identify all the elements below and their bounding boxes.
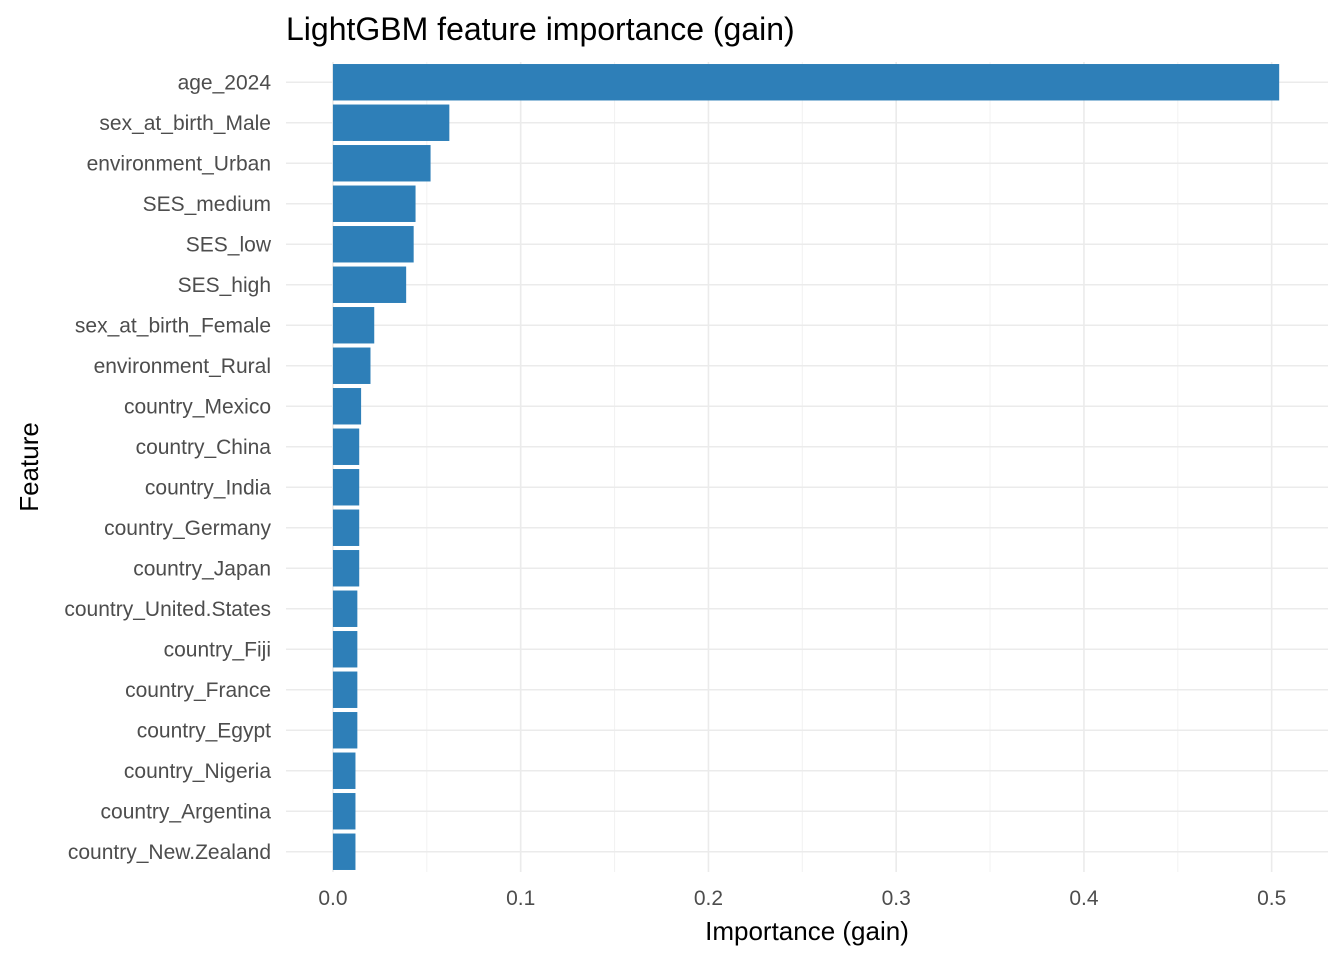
- y-tick-labels: age_2024 sex_at_birth_Male environment_Urb…: [64, 71, 271, 864]
- grid-lines: [286, 62, 1328, 872]
- y-tick-label: environment_Rural: [94, 355, 271, 378]
- bar: [332, 590, 358, 627]
- x-tick-label: 0.1: [506, 887, 535, 910]
- bar: [332, 104, 450, 141]
- bar: [332, 833, 356, 870]
- x-tick-label: 0.2: [694, 887, 723, 910]
- x-tick-label: 0.5: [1257, 887, 1286, 910]
- y-axis-title: Feature: [14, 422, 44, 512]
- bar: [332, 145, 431, 182]
- bar: [332, 712, 358, 749]
- y-tick-label: country_United.States: [64, 598, 271, 621]
- bar: [332, 469, 360, 506]
- y-tick-label: country_Argentina: [101, 800, 272, 823]
- y-tick-label: sex_at_birth_Female: [75, 314, 271, 337]
- bar: [332, 671, 358, 708]
- bar: [332, 266, 407, 303]
- bar: [332, 185, 416, 222]
- y-tick-label: country_China: [136, 436, 272, 459]
- y-tick-label: SES_high: [178, 274, 271, 297]
- bar: [332, 226, 414, 263]
- y-tick-label: environment_Urban: [87, 152, 271, 175]
- bar: [332, 307, 375, 344]
- x-tick-labels: 0.0 0.1 0.2 0.3 0.4 0.5: [318, 887, 1286, 910]
- bar: [332, 752, 356, 789]
- y-tick-label: country_Japan: [133, 557, 271, 580]
- y-tick-label: country_Mexico: [124, 395, 271, 418]
- x-tick-label: 0.4: [1069, 887, 1099, 910]
- y-tick-label: country_New.Zealand: [68, 841, 271, 864]
- bar: [332, 428, 360, 465]
- y-tick-label: sex_at_birth_Male: [99, 112, 271, 135]
- y-tick-label: country_India: [145, 476, 271, 499]
- y-tick-label: country_Germany: [104, 517, 271, 540]
- y-tick-label: country_Nigeria: [124, 760, 271, 783]
- y-tick-label: country_France: [125, 679, 271, 702]
- y-tick-label: age_2024: [178, 71, 272, 94]
- y-tick-label: SES_low: [186, 233, 272, 256]
- x-tick-label: 0.0: [318, 887, 347, 910]
- bar: [332, 388, 362, 425]
- x-tick-label: 0.3: [882, 887, 911, 910]
- bar: [332, 550, 360, 587]
- y-tick-label: country_Egypt: [137, 719, 271, 742]
- y-tick-label: SES_medium: [143, 193, 271, 216]
- y-tick-label: country_Fiji: [164, 638, 271, 661]
- bar: [332, 347, 371, 384]
- x-axis-title: Importance (gain): [705, 916, 909, 946]
- bars: [332, 64, 1280, 870]
- chart-title: LightGBM feature importance (gain): [286, 11, 795, 47]
- bar: [332, 509, 360, 546]
- bar: [332, 793, 356, 830]
- bar: [332, 631, 358, 668]
- bar: [332, 64, 1280, 101]
